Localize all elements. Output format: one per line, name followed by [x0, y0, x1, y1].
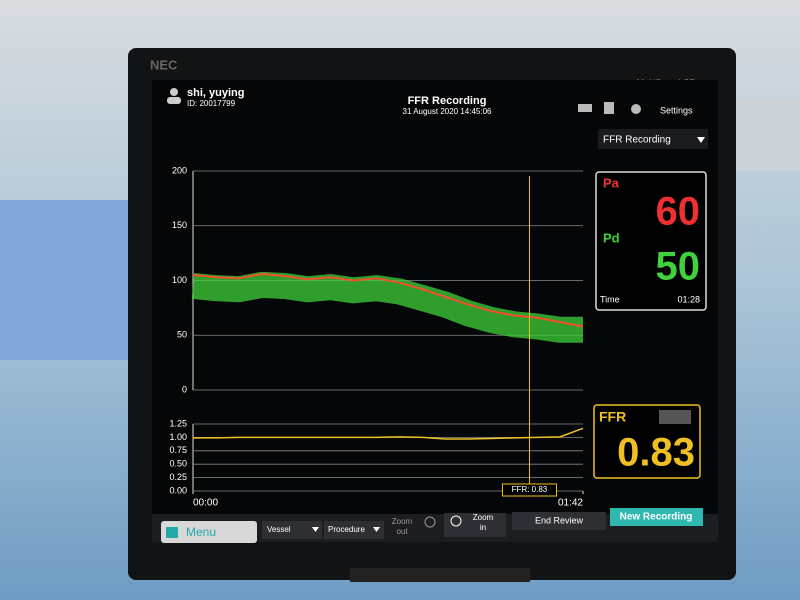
side-monitor [735, 100, 800, 170]
menu-button[interactable] [161, 521, 257, 543]
procedure-label: Procedure [328, 525, 365, 534]
vessel-label: Vessel [267, 525, 291, 534]
y-tick-label: 0.75 [169, 445, 187, 455]
dropdown-arrow [373, 527, 380, 532]
y-tick-label: 1.00 [169, 432, 187, 442]
data-line [192, 272, 584, 328]
zoom-out-icon[interactable] [424, 516, 436, 528]
dropdown-arrow [697, 137, 705, 143]
x-tick-label: 01:42 [558, 498, 583, 509]
zoom-in-icon [450, 515, 462, 527]
screen-title: FFR Recording [408, 95, 487, 107]
procedure-dropdown[interactable] [324, 521, 384, 539]
new-recording-label: New Recording [620, 512, 693, 523]
vessel-dropdown[interactable] [262, 521, 322, 539]
data-line [193, 427, 584, 440]
y-tick-label: 1.25 [169, 418, 187, 428]
zoom-in-label: Zoom [473, 513, 494, 522]
settings-icon[interactable] [631, 104, 641, 114]
export-icon[interactable] [604, 102, 614, 114]
y-tick-label: 0.25 [169, 472, 187, 482]
cursor-label: FFR: 0.83 [512, 485, 548, 494]
mode-dropdown-label: FFR Recording [603, 135, 671, 146]
ffr-label: FFR [599, 409, 626, 425]
patient-id: ID: 20017799 [187, 99, 236, 108]
patient-name: shi, yuying [187, 87, 244, 99]
y-tick-label: 150 [172, 220, 187, 230]
pd-label: Pd [603, 230, 620, 245]
end-review-label: End Review [535, 515, 584, 525]
cursor-label-box [501, 483, 557, 497]
print-icon[interactable] [578, 104, 592, 112]
monitor-stand [350, 568, 530, 582]
zoom-in-label: in [480, 523, 486, 532]
menu-label: Menu [186, 525, 216, 539]
ffr-undo-button[interactable] [659, 410, 691, 424]
patient-icon [167, 97, 181, 104]
mode-dropdown[interactable] [598, 129, 708, 149]
y-tick-label: 0 [182, 384, 187, 394]
zoom-out-label[interactable]: Zoom [392, 517, 413, 526]
x-tick-label: 00:00 [193, 498, 218, 509]
time-label: Time [600, 294, 620, 304]
y-tick-label: 200 [172, 165, 187, 175]
datetime: 31 August 2020 14:45:06 [403, 107, 493, 116]
menu-icon [166, 527, 178, 538]
y-tick-label: 0.00 [169, 485, 187, 495]
y-tick-label: 50 [177, 330, 187, 340]
data-line [191, 271, 583, 343]
pa-label: Pa [603, 175, 620, 190]
ffr-value: 0.83 [617, 431, 695, 475]
settings-button[interactable]: Settings [660, 105, 693, 115]
drape [0, 200, 130, 360]
zoom-out-label[interactable]: out [396, 527, 408, 536]
dropdown-arrow [312, 527, 319, 532]
pd-value: 50 [656, 245, 701, 289]
pa-value: 60 [656, 190, 701, 234]
end-review-button[interactable] [512, 512, 606, 530]
time-value: 01:28 [677, 294, 700, 304]
new-recording-button[interactable] [610, 508, 703, 526]
y-tick-label: 0.50 [169, 459, 187, 469]
y-tick-label: 100 [172, 275, 187, 285]
pressure-box [595, 171, 707, 311]
zoom-in-button[interactable] [444, 513, 506, 537]
patient-icon [170, 88, 178, 96]
brand: NEC [150, 57, 178, 72]
